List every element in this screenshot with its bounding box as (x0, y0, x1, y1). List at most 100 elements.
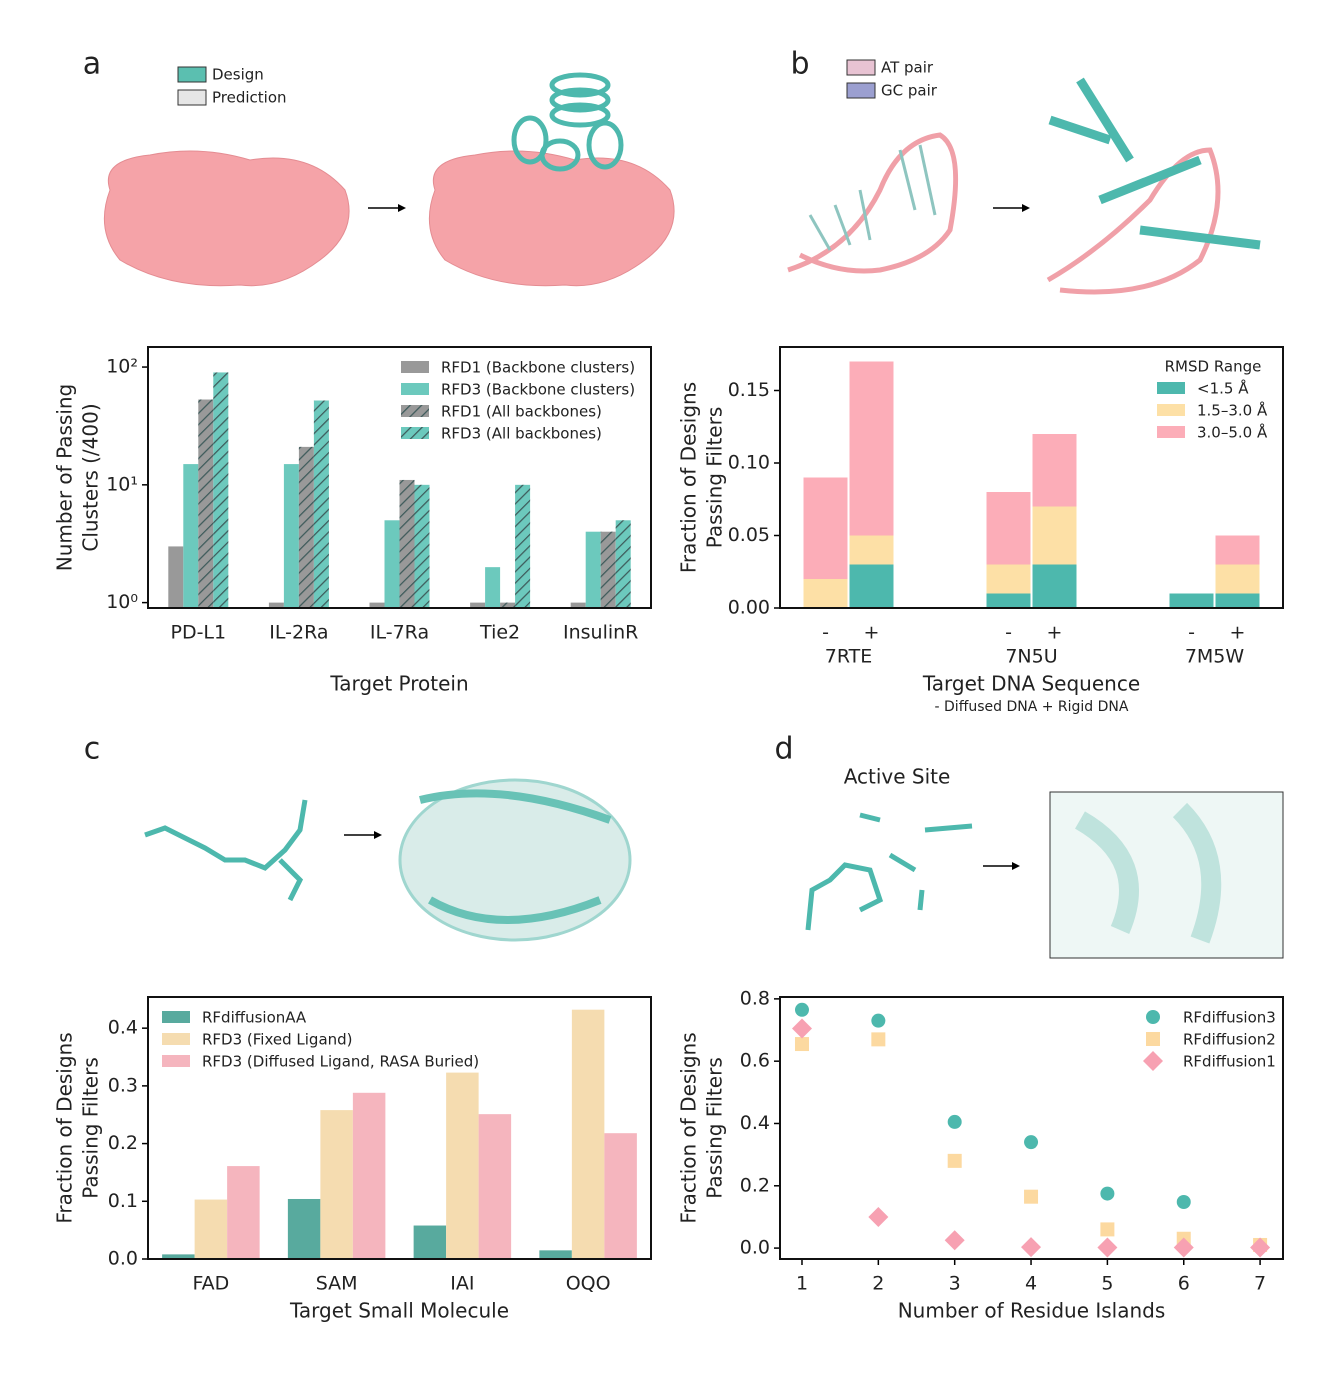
legend-swatch (1157, 426, 1185, 438)
bar-segment (1032, 434, 1077, 507)
bar-hatch (600, 531, 616, 608)
plot-frame (147, 996, 652, 1260)
illustration-legend-label: AT pair (881, 59, 934, 77)
group-label: 7N5U (1005, 646, 1057, 668)
bar (384, 520, 400, 608)
bar (470, 602, 486, 608)
x-axis-label: Target Protein (329, 672, 468, 696)
y-axis-label: Passing Filters (79, 1057, 103, 1199)
legend-label: RFdiffusion2 (1183, 1031, 1276, 1049)
x-tick-label: - (822, 622, 829, 644)
x-tick-label: - (1005, 622, 1012, 644)
legend-marker (1143, 1051, 1163, 1071)
y-axis-label: Passing Filters (703, 407, 727, 549)
legend-title: RMSD Range (1165, 358, 1262, 376)
bar (168, 546, 184, 608)
y-tick-label: 0.2 (108, 1132, 138, 1154)
bar-segment (986, 593, 1031, 608)
y-tick-label: 0.4 (740, 1112, 770, 1134)
legend-swatch (1157, 404, 1185, 416)
panel-label: a (83, 47, 101, 82)
group-label: 7RTE (825, 646, 873, 668)
bar-segment (1032, 564, 1077, 608)
illustration-swatch (177, 89, 207, 106)
x-tick-label: + (1047, 622, 1063, 644)
panel-label: d (774, 732, 793, 767)
group-label: 7M5W (1185, 646, 1245, 668)
y-tick-label: 0.05 (728, 524, 770, 546)
y-tick-label: 0.0 (740, 1237, 770, 1259)
x-tick-label: 7 (1254, 1273, 1266, 1295)
y-axis-label: Fraction of Designs (53, 1032, 77, 1223)
bar (413, 1225, 447, 1259)
legend-label: RFD3 (Backbone clusters) (441, 381, 635, 399)
bar-segment (803, 477, 848, 579)
point (794, 1037, 809, 1052)
x-axis-subtitle: - Diffused DNA + Rigid DNA (935, 699, 1129, 715)
bar-segment (1215, 535, 1260, 565)
plot-frame (147, 346, 652, 609)
legend-hatch (401, 427, 429, 439)
legend-label: <1.5 Å (1197, 379, 1249, 398)
x-tick-label: PD-L1 (170, 622, 226, 644)
point (794, 1002, 809, 1017)
bar (227, 1166, 260, 1259)
bar (446, 1072, 479, 1259)
bar (485, 567, 501, 608)
x-tick-label: 1 (796, 1273, 808, 1295)
y-tick-label: 0.1 (108, 1190, 138, 1212)
legend-swatch (162, 1033, 190, 1045)
bar (539, 1250, 572, 1259)
bar (194, 1199, 228, 1259)
point (947, 1153, 962, 1168)
x-tick-label: 4 (1025, 1273, 1037, 1295)
y-tick-label: 10⁰ (106, 591, 138, 613)
x-tick-label: IL-2Ra (269, 622, 328, 644)
illustration-swatch (177, 66, 207, 83)
legend-label: RFD3 (Diffused Ligand, RASA Buried) (202, 1053, 479, 1071)
y-tick-label: 0.15 (728, 379, 770, 401)
y-tick-label: 0.4 (108, 1017, 138, 1039)
y-axis-label: Passing Filters (703, 1057, 727, 1199)
x-tick-label: Tie2 (479, 622, 520, 644)
plot-frame (779, 996, 1284, 1260)
x-tick-label: 2 (872, 1273, 884, 1295)
legend-label: RFD1 (Backbone clusters) (441, 359, 635, 377)
illustration-d (805, 791, 1284, 959)
point (947, 1114, 962, 1129)
bar-hatch (399, 479, 415, 608)
bar (268, 602, 284, 608)
illustration-b (787, 77, 1261, 295)
y-tick-label: 0.3 (108, 1074, 138, 1096)
legend-label: RFD1 (All backbones) (441, 403, 602, 421)
point (1100, 1222, 1115, 1237)
bar-segment (1215, 593, 1260, 608)
bar (287, 1198, 321, 1259)
illustration-a (103, 72, 675, 287)
legend-label: RFdiffusionAA (202, 1009, 307, 1027)
bar (352, 1092, 386, 1259)
illustration-c (144, 778, 632, 942)
point (868, 1206, 889, 1227)
point (871, 1013, 886, 1028)
x-tick-label: OQO (566, 1273, 611, 1295)
bar (369, 602, 385, 608)
y-axis-label: Number of Passing (53, 384, 77, 572)
y-tick-label: 10¹ (106, 473, 138, 495)
bar (283, 464, 299, 608)
panel-label: c (84, 732, 101, 767)
point (871, 1032, 886, 1047)
legend-hatch (401, 405, 429, 417)
y-tick-label: 0.10 (728, 452, 770, 474)
legend-swatch (401, 361, 429, 373)
x-axis-label: Number of Residue Islands (898, 1299, 1166, 1323)
x-axis-label: Target DNA Sequence (922, 672, 1140, 696)
bar-hatch (198, 399, 214, 608)
legend-marker (1146, 1032, 1160, 1046)
bar (571, 1009, 605, 1259)
y-axis-label: Fraction of Designs (677, 382, 701, 573)
legend-label: RFdiffusion3 (1183, 1009, 1276, 1027)
x-tick-label: 6 (1178, 1273, 1190, 1295)
x-tick-label: + (864, 622, 880, 644)
illustration-title: Active Site (844, 765, 951, 789)
